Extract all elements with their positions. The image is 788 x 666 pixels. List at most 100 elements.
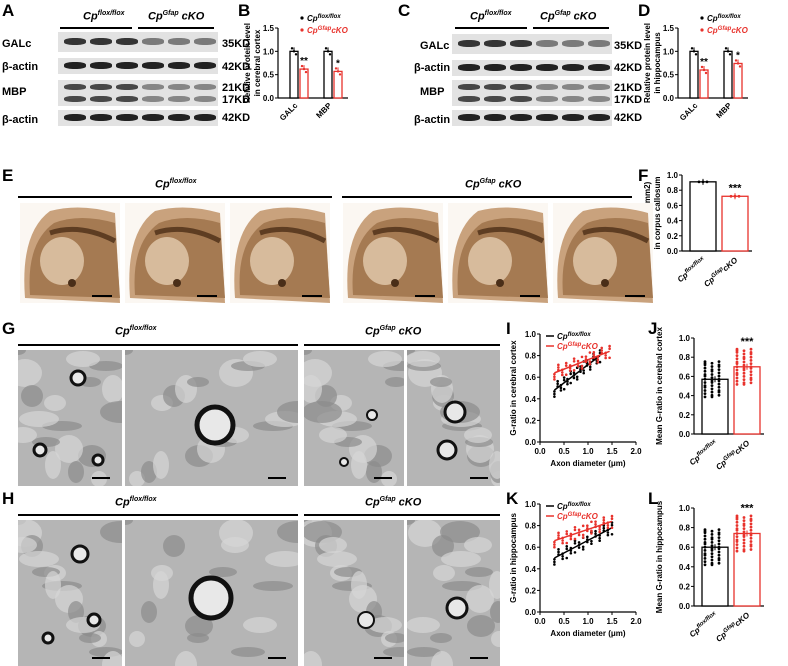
data-point — [749, 355, 753, 359]
data-point — [742, 522, 746, 526]
data-point — [553, 390, 556, 393]
data-point — [559, 386, 563, 390]
data-point — [735, 371, 739, 375]
x-tick-label: Cpflox/flox — [688, 610, 720, 639]
blot-band — [510, 64, 532, 71]
data-point — [564, 364, 568, 367]
legend-cko: CpGfapcKO — [307, 26, 349, 35]
data-point — [735, 365, 739, 369]
data-point — [742, 349, 746, 353]
data-point — [560, 373, 564, 377]
data-point — [580, 355, 584, 359]
y-axis-label: in hippocampus — [653, 32, 662, 94]
data-point — [703, 392, 707, 396]
data-point — [328, 53, 332, 56]
blot-band — [536, 114, 558, 121]
x-tick-label: 0.5 — [558, 617, 570, 626]
bar — [733, 62, 743, 99]
brain-section-image — [343, 203, 443, 303]
data-point — [710, 552, 714, 555]
data-point — [610, 526, 614, 530]
blot-band — [588, 84, 610, 90]
blot-row-label: MBP — [2, 86, 27, 98]
data-point — [580, 364, 584, 368]
panel-label-b: B — [238, 1, 251, 20]
data-point — [602, 516, 606, 519]
data-point — [735, 376, 739, 380]
data-point — [717, 374, 721, 378]
data-point — [703, 549, 707, 552]
data-point — [738, 65, 742, 68]
kd-label: 21KD — [614, 82, 643, 94]
data-point — [573, 537, 577, 541]
y-tick-label: 0.4 — [679, 392, 691, 401]
data-point — [569, 381, 572, 385]
data-point — [572, 357, 576, 360]
panel-label-f: F — [638, 166, 649, 185]
x-tick-label: CpGfapcKO — [702, 255, 740, 289]
data-point — [602, 518, 606, 522]
group-line-cko — [304, 344, 500, 346]
em-micrograph-image — [18, 520, 122, 666]
panel-label-i: I — [506, 319, 511, 338]
data-point — [562, 376, 566, 379]
data-point — [735, 383, 739, 386]
data-point — [735, 543, 739, 547]
data-point — [577, 541, 581, 544]
data-point — [573, 525, 577, 529]
kd-label: 42KD — [614, 62, 643, 74]
chart-b: 0.0 0.5 1.0 1.5 Relative protein level in cer… — [243, 14, 349, 123]
data-point — [581, 536, 585, 539]
bar — [699, 69, 709, 99]
data-point — [717, 550, 721, 554]
y-tick-label: 0.0 — [263, 94, 275, 103]
group-line-flox — [60, 27, 132, 29]
data-point — [610, 532, 614, 536]
kd-label: 17KD — [614, 94, 643, 106]
data-point — [717, 393, 721, 397]
y-tick-label: 1.5 — [663, 24, 675, 33]
blot-band — [64, 114, 86, 121]
blot-band — [562, 96, 584, 102]
data-point — [729, 194, 733, 198]
data-point — [572, 371, 576, 375]
data-point — [557, 548, 560, 551]
data-point — [565, 556, 569, 560]
data-point — [564, 361, 568, 365]
data-point — [703, 557, 707, 560]
blot-band — [90, 114, 112, 121]
data-point — [336, 70, 340, 73]
legend-cko: CpGfapcKO — [707, 26, 749, 35]
y-axis-label: G-ratio in cerebral cortex — [509, 340, 518, 436]
blot-band — [90, 38, 112, 45]
data-point — [553, 378, 556, 381]
y-tick-label: 0.2 — [525, 416, 537, 425]
y-tick-label: 0.0 — [525, 438, 537, 447]
significance-mark: ** — [300, 56, 308, 67]
data-point — [573, 528, 577, 532]
blot-band — [458, 114, 480, 121]
y-tick-label: 0.0 — [663, 94, 675, 103]
data-point — [568, 369, 572, 372]
bar — [689, 50, 699, 99]
data-point — [561, 557, 564, 561]
genotype-flox-label: Cpflox/flox — [470, 10, 512, 23]
data-point — [569, 551, 573, 555]
data-point — [735, 532, 739, 535]
data-point — [600, 349, 604, 352]
panel-label-a: A — [2, 1, 15, 20]
data-point — [737, 194, 741, 198]
blot-band — [116, 96, 138, 102]
data-point — [710, 555, 714, 559]
data-point — [742, 367, 746, 370]
blot-band — [194, 114, 216, 121]
legend-marker — [300, 28, 304, 32]
blot-band — [484, 114, 506, 121]
data-point — [717, 536, 721, 539]
kd-label: 42KD — [614, 112, 643, 124]
data-point — [717, 360, 721, 364]
data-point — [553, 372, 556, 376]
significance-mark: ** — [700, 57, 708, 68]
data-point — [565, 530, 569, 533]
data-point — [710, 361, 714, 365]
